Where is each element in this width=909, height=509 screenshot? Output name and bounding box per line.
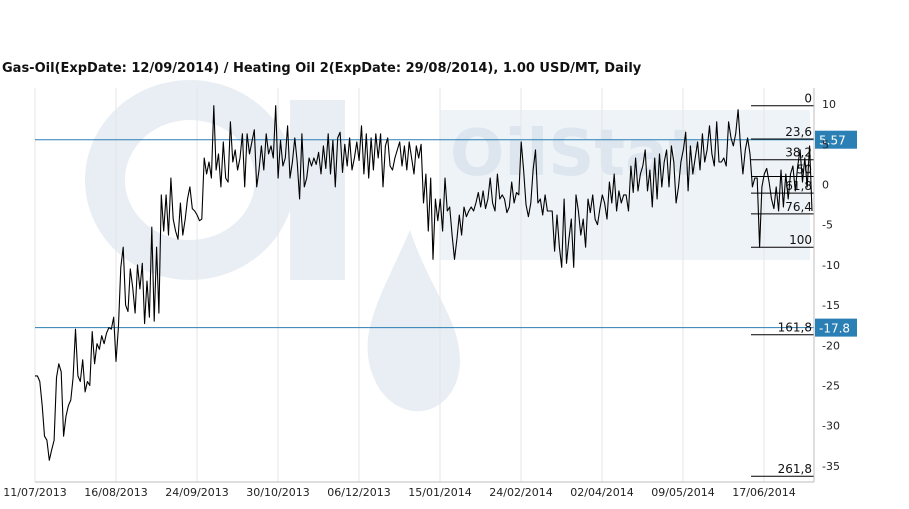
fib-level-label: 38,2 xyxy=(785,146,812,160)
fib-level-label: 61,8 xyxy=(785,179,812,193)
y-tick-label: -20 xyxy=(822,339,840,352)
y-tick-label: 5 xyxy=(822,138,829,151)
y-tick-label: 10 xyxy=(822,98,836,111)
watermark-panel xyxy=(440,110,810,260)
y-axis: 10 5 0 -5 -10 -15 -20 -25 -30 -35 xyxy=(822,98,840,473)
y-tick-label: -15 xyxy=(822,299,840,312)
watermark-text: OilStat xyxy=(450,117,699,191)
x-tick-label: 15/01/2014 xyxy=(408,486,471,499)
value-badge-label: -17.8 xyxy=(819,322,850,336)
x-tick-label: 09/05/2014 xyxy=(651,486,714,499)
fib-level-label: 0 xyxy=(804,92,812,106)
x-tick-label: 06/12/2013 xyxy=(327,486,390,499)
fib-level-label: 23,6 xyxy=(785,125,812,139)
y-tick-label: -25 xyxy=(822,380,840,393)
fib-level-label: 100 xyxy=(789,233,812,247)
x-axis: 11/07/2013 16/08/2013 24/09/2013 30/10/2013… xyxy=(3,88,815,499)
x-tick-label: 30/10/2013 xyxy=(246,486,309,499)
y-tick-label: -5 xyxy=(822,219,833,232)
value-badge-label: 5.57 xyxy=(819,134,846,148)
watermark-o xyxy=(85,80,295,280)
value-badge xyxy=(815,318,857,337)
series-line xyxy=(35,105,813,461)
fib-level-label: 261,8 xyxy=(778,462,812,476)
y-tick-label: 0 xyxy=(822,178,829,191)
x-tick-label: 24/02/2014 xyxy=(489,486,552,499)
fib-level-label: 76,4 xyxy=(785,200,812,214)
series xyxy=(35,105,813,461)
x-tick-label: 16/08/2013 xyxy=(84,486,147,499)
fib-level-label: 161,8 xyxy=(778,321,812,335)
chart-title: Gas-Oil(ExpDate: 12/09/2014) / Heating O… xyxy=(2,61,642,76)
x-tick-label: 11/07/2013 xyxy=(3,486,66,499)
x-tick-label: 02/04/2014 xyxy=(570,486,633,499)
x-tick-label: 17/06/2014 xyxy=(732,486,795,499)
value-badge xyxy=(815,130,857,149)
x-tick-label: 24/09/2013 xyxy=(165,486,228,499)
watermark-logo: OilStat xyxy=(85,80,810,412)
y-tick-label: -10 xyxy=(822,259,840,272)
watermark-drop xyxy=(367,230,460,412)
y-tick-label: -35 xyxy=(822,460,840,473)
y-tick-label: -30 xyxy=(822,420,840,433)
watermark-i xyxy=(290,100,345,280)
